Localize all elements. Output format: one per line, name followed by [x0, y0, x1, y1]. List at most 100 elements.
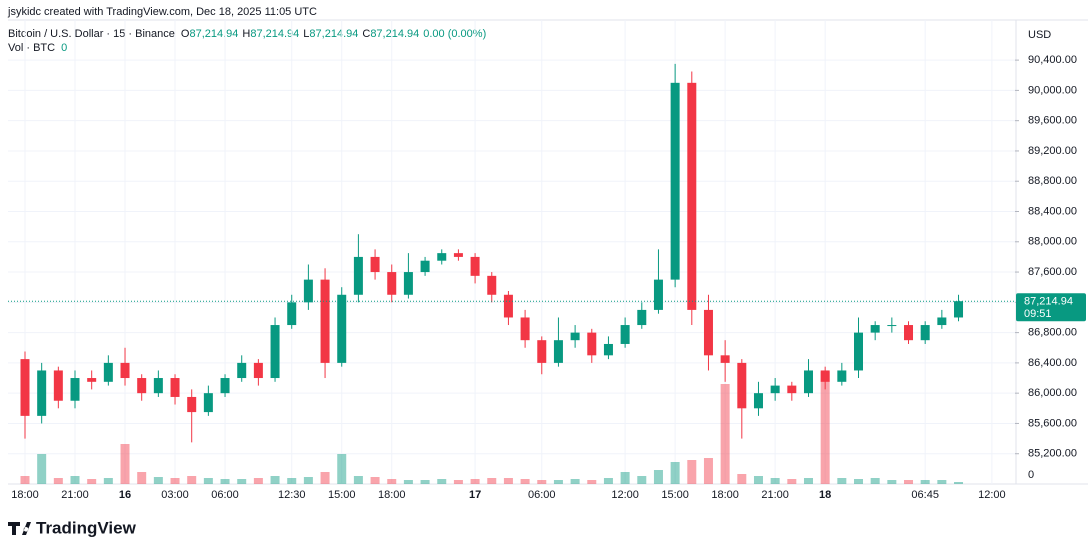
candle-body [220, 378, 230, 394]
volume-bar [337, 454, 347, 484]
candle-body [137, 378, 147, 394]
change: 0.00 (0.00%) [423, 28, 486, 40]
candle-body [904, 325, 914, 341]
candle-body [920, 325, 930, 341]
y-tick-label: 87,600.00 [1028, 266, 1077, 278]
y-tick-label: 85,600.00 [1028, 417, 1077, 429]
volume-bar [637, 476, 647, 484]
volume-bar [420, 480, 430, 484]
candle-body [370, 256, 380, 273]
candle-body [203, 393, 213, 413]
volume-bar [487, 478, 497, 484]
volume-bar [203, 478, 213, 484]
x-tick-label: 15:00 [328, 489, 356, 501]
ohlc-key: O [181, 28, 190, 40]
volume-bar [237, 479, 247, 484]
volume-bar [37, 454, 47, 484]
candle-body [320, 279, 330, 363]
candle-body [270, 325, 280, 379]
candle-body [170, 378, 180, 397]
last-price-box [1016, 293, 1086, 322]
volume-bar [553, 480, 563, 484]
x-tick-label: 06:45 [911, 489, 939, 501]
y-tick-label: 86,000.00 [1028, 387, 1077, 399]
volume-bar [870, 478, 880, 484]
volume-bar [220, 479, 230, 484]
volume-label: Vol · BTC [8, 42, 55, 54]
x-tick-label: 18:00 [711, 489, 739, 501]
candle-body [620, 325, 630, 344]
volume-bar [403, 480, 413, 484]
candle-body [720, 355, 730, 363]
volume-bar [920, 480, 930, 484]
volume-bar [503, 478, 513, 484]
volume-bar [787, 479, 797, 484]
volume-bar [453, 480, 463, 484]
volume-bar [87, 479, 97, 484]
candle-body [70, 378, 80, 401]
y-tick-label: 89,200.00 [1028, 145, 1077, 157]
volume-bar [253, 478, 263, 484]
y-tick-label: 86,800.00 [1028, 327, 1077, 339]
logo-text: TradingView [36, 518, 137, 537]
volume-bar [170, 478, 180, 484]
y-tick-label: 90,000.00 [1028, 84, 1077, 96]
candle-body [737, 362, 747, 409]
logo: TradingView [8, 518, 137, 537]
volume-bar [470, 479, 480, 484]
x-tick-label: 12:00 [978, 489, 1006, 501]
x-tick-label: 12:00 [611, 489, 639, 501]
y-tick-label: 85,200.00 [1028, 448, 1077, 460]
volume-bar [570, 479, 580, 484]
candle-body [153, 378, 163, 394]
ohlc-value: 87,214.94 [189, 28, 238, 40]
volume-bar [137, 472, 147, 484]
volume-bar [353, 476, 363, 484]
volume-bar [670, 462, 680, 484]
volume-bar [687, 460, 697, 484]
candle-body [703, 309, 713, 356]
candle-body [520, 317, 530, 341]
candle-body [120, 362, 130, 379]
ohlc-key: L [303, 28, 309, 40]
candle-body [453, 253, 463, 257]
candle-body [503, 294, 513, 318]
x-tick-label: 15:00 [661, 489, 689, 501]
volume-axis-label: 0 [1028, 469, 1034, 481]
candle-body [420, 260, 430, 273]
candle-body [770, 385, 780, 394]
candle-body [637, 309, 647, 326]
candle-body [687, 82, 697, 310]
candle-body [954, 301, 964, 318]
volume-value: 0 [61, 42, 67, 54]
candle-body [387, 272, 397, 295]
candle-body [37, 370, 47, 416]
x-tick-label: 17 [469, 489, 481, 501]
symbol: Bitcoin / U.S. Dollar · 15 · Binance [8, 28, 175, 40]
x-tick-label: 18 [819, 489, 831, 501]
y-tick-label: 90,400.00 [1028, 54, 1077, 66]
ohlc-value: 87,214.94 [309, 28, 358, 40]
volume-bar [954, 482, 964, 484]
volume-bar [854, 479, 863, 484]
candle-body [870, 325, 880, 333]
x-tick-label: 21:00 [761, 489, 789, 501]
x-tick-label: 18:00 [378, 489, 406, 501]
candle-body [187, 396, 197, 413]
x-tick-label: 16 [119, 489, 131, 501]
volume-bar [20, 476, 30, 484]
volume-bar [603, 478, 613, 484]
candle-body [803, 370, 813, 394]
candle-body [854, 332, 863, 371]
y-tick-label: 88,400.00 [1028, 205, 1077, 217]
candle-body [20, 359, 30, 416]
x-tick-label: 21:00 [61, 489, 89, 501]
candle-body [403, 272, 413, 295]
candle-body [103, 362, 113, 382]
volume-bar [753, 476, 763, 484]
ohlc-key: H [242, 28, 250, 40]
y-tick-label: 88,000.00 [1028, 236, 1077, 248]
x-tick-label: 18:00 [11, 489, 39, 501]
countdown: 09:51 [1024, 308, 1052, 320]
volume-bar [737, 474, 747, 484]
